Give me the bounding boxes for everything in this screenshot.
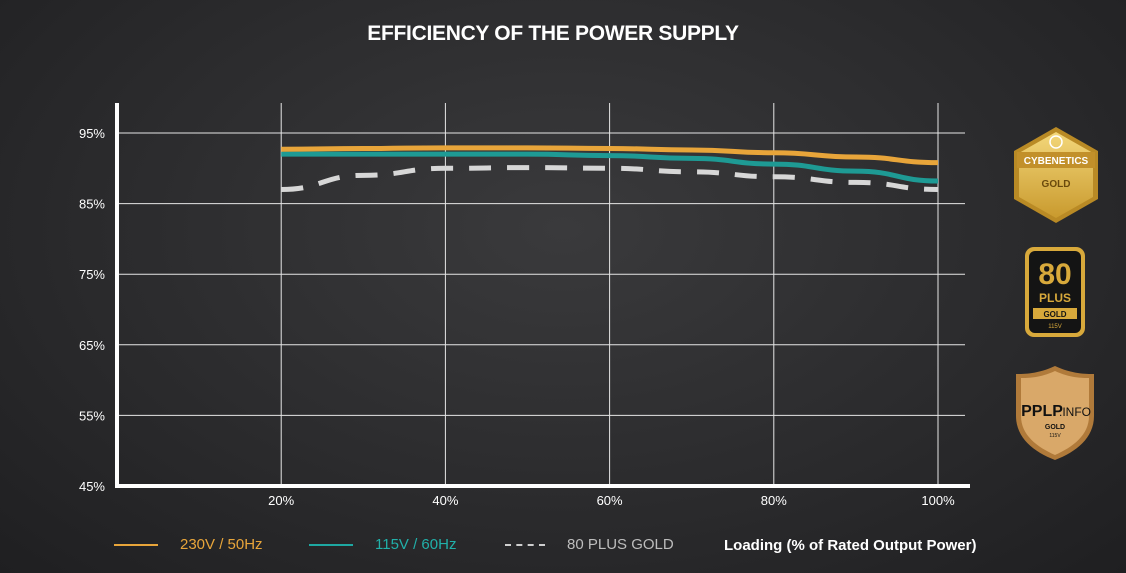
cybenetics-grade: GOLD [1042, 179, 1071, 190]
y-tick-label: 75% [79, 267, 105, 282]
x-tick-label: 60% [597, 493, 623, 508]
series-115v-line [281, 151, 939, 184]
y-tick-label: 85% [79, 197, 105, 212]
legend-label-115v: 115V / 60Hz [375, 536, 457, 553]
pplp-info-label: .INFO [1059, 405, 1091, 419]
pplp-gold-badge: PPLP .INFO GOLD 115V [1016, 366, 1094, 460]
y-tick-label: 95% [79, 126, 105, 141]
x-tick-label: 80% [761, 493, 787, 508]
y-tick-label: 65% [79, 338, 105, 353]
x-axis-title: Loading (% of Rated Output Power) [724, 537, 977, 554]
cybenetics-gold-badge: CYBENETICS GOLD [1014, 127, 1098, 223]
x-tick-label: 40% [432, 493, 458, 508]
cybenetics-label: CYBENETICS [1024, 156, 1089, 167]
x-tick-label: 20% [268, 493, 294, 508]
legend-item-230v: 230V / 50Hz [114, 536, 263, 553]
80-plus-label: PLUS [1039, 291, 1071, 305]
axis-layer [115, 103, 970, 488]
y-tick-label: 45% [79, 479, 105, 494]
legend-label-80plus: 80 PLUS GOLD [567, 536, 674, 553]
grid-layer [117, 103, 965, 486]
pplp-voltage: 115V [1049, 433, 1061, 439]
80-plus-voltage: 115V [1048, 324, 1062, 330]
legend-swatch-230v [114, 543, 158, 546]
x-tick-label: 100% [921, 493, 955, 508]
tick-layer: 45% 55% 65% 75% 85% 95% 20% 40% 60% 80% 100% [79, 126, 955, 508]
80-plus-grade: GOLD [1043, 310, 1066, 319]
80-plus-number: 80 [1038, 258, 1071, 291]
series-layer [281, 145, 939, 192]
y-tick-label: 55% [79, 408, 105, 423]
series-230v-line [281, 145, 939, 166]
legend-label-230v: 230V / 50Hz [180, 536, 263, 553]
pplp-grade: GOLD [1045, 424, 1065, 431]
pplp-label: PPLP [1021, 403, 1063, 420]
chart-title: EFFICIENCY OF THE POWER SUPPLY [367, 22, 739, 45]
legend-item-115v: 115V / 60Hz [309, 536, 456, 553]
legend-swatch-115v [309, 543, 353, 546]
series-80plus-gold-line [281, 165, 939, 192]
80-plus-gold-badge: 80 PLUS GOLD 115V [1025, 247, 1085, 337]
legend: 230V / 50Hz 115V / 60Hz 80 PLUS GOLD [0, 536, 1126, 558]
legend-item-80plus: 80 PLUS GOLD [505, 536, 674, 553]
legend-swatch-80plus [505, 543, 545, 546]
